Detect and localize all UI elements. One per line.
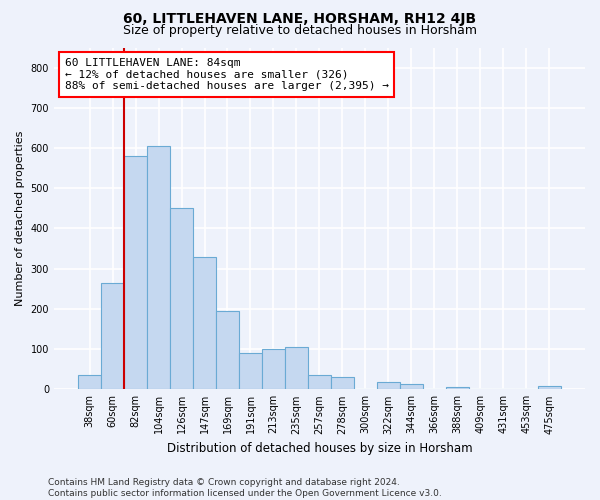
Bar	[331, 377, 354, 390]
Bar	[262, 349, 285, 390]
Bar	[446, 388, 469, 390]
Text: 60 LITTLEHAVEN LANE: 84sqm
← 12% of detached houses are smaller (326)
88% of sem: 60 LITTLEHAVEN LANE: 84sqm ← 12% of deta…	[65, 58, 389, 91]
Y-axis label: Number of detached properties: Number of detached properties	[15, 130, 25, 306]
Bar	[124, 156, 147, 390]
Text: 60, LITTLEHAVEN LANE, HORSHAM, RH12 4JB: 60, LITTLEHAVEN LANE, HORSHAM, RH12 4JB	[124, 12, 476, 26]
X-axis label: Distribution of detached houses by size in Horsham: Distribution of detached houses by size …	[167, 442, 472, 455]
Bar	[308, 375, 331, 390]
Text: Contains HM Land Registry data © Crown copyright and database right 2024.
Contai: Contains HM Land Registry data © Crown c…	[48, 478, 442, 498]
Bar	[216, 311, 239, 390]
Bar	[193, 256, 216, 390]
Bar	[101, 282, 124, 390]
Bar	[78, 375, 101, 390]
Bar	[538, 386, 561, 390]
Bar	[170, 208, 193, 390]
Text: Size of property relative to detached houses in Horsham: Size of property relative to detached ho…	[123, 24, 477, 37]
Bar	[239, 353, 262, 390]
Bar	[377, 382, 400, 390]
Bar	[400, 384, 423, 390]
Bar	[285, 347, 308, 390]
Bar	[147, 146, 170, 390]
